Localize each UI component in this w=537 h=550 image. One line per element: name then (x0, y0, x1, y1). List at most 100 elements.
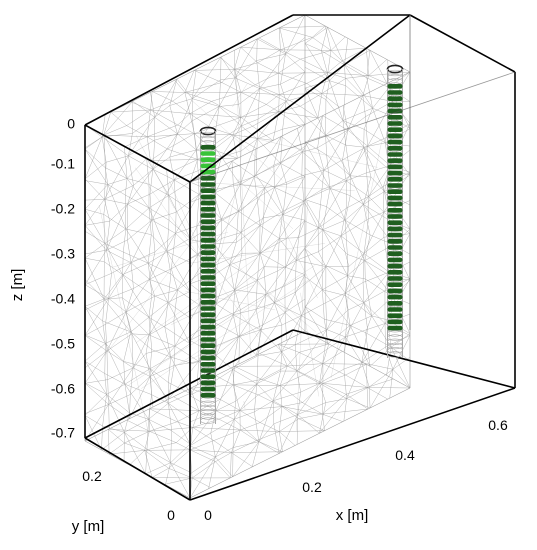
mesh-edge (343, 398, 347, 422)
mesh-edge (148, 419, 171, 463)
mesh-edge (240, 429, 280, 432)
mesh-edge (147, 124, 178, 138)
mesh-edge (150, 148, 168, 161)
mesh-edge (232, 366, 235, 385)
mesh-edge (154, 105, 170, 118)
mesh-edge (150, 356, 171, 369)
mesh-edge (219, 399, 241, 411)
mesh-edge (325, 302, 328, 330)
mesh-edge (282, 176, 306, 215)
mesh-edge (366, 77, 373, 109)
mesh-edge (177, 98, 193, 134)
borehole-left (199, 126, 217, 424)
mesh-edge (216, 289, 235, 298)
mesh-edge (108, 429, 150, 432)
z-axis-label: z [m] (9, 269, 26, 302)
mesh-edge (321, 93, 363, 96)
mesh-edge (215, 184, 234, 193)
casing-ring (387, 342, 403, 350)
mesh-edge (238, 88, 260, 105)
mesh-edge (349, 175, 364, 205)
mesh-edge (326, 292, 346, 330)
mesh-edge (317, 208, 347, 229)
mesh-edge (277, 238, 280, 271)
mesh-edge (301, 315, 327, 330)
mesh-edge (256, 370, 281, 385)
mesh-edge (304, 248, 323, 290)
mesh-edge (125, 288, 134, 313)
mesh-edge (236, 211, 239, 243)
mesh-edge (342, 408, 369, 422)
mesh-edge (297, 383, 320, 415)
mesh-edge (170, 430, 173, 463)
mesh-edge (372, 107, 390, 116)
mesh-edge (184, 82, 222, 93)
mesh-edge (234, 69, 279, 74)
mesh-edge (154, 117, 178, 135)
mesh-edge (346, 398, 371, 409)
mesh-edge (366, 172, 369, 197)
mesh-edge (124, 442, 145, 451)
box-edge (409, 14, 516, 73)
mesh-edge (284, 298, 306, 313)
mesh-edge (234, 77, 260, 89)
mesh-edge (325, 266, 346, 294)
mesh-edge (191, 461, 216, 479)
mesh-edge (327, 50, 332, 73)
mesh-edge (367, 323, 386, 330)
mesh-edge (106, 249, 132, 264)
box-edge (84, 329, 294, 439)
mesh-edge (213, 232, 242, 266)
mesh-edge (133, 169, 154, 186)
mesh-edge (103, 125, 127, 136)
mesh-edge (215, 400, 236, 412)
mesh-edge (128, 139, 155, 157)
mesh-edge (102, 321, 106, 344)
mesh-edge (258, 400, 274, 442)
mesh-edge (148, 317, 153, 350)
mesh-edge (280, 49, 301, 60)
mesh-edge (109, 453, 130, 466)
mesh-edge (148, 184, 169, 196)
mesh-edge (84, 415, 102, 451)
mesh-edge (219, 104, 239, 107)
mesh-edge (122, 297, 131, 332)
mesh-edge (255, 163, 281, 176)
mesh-edge (189, 440, 214, 451)
mesh-edge (167, 274, 172, 303)
mesh-edge (278, 72, 307, 84)
mesh-edge (363, 302, 368, 330)
mesh-edge (301, 175, 305, 201)
mesh-edge (106, 394, 125, 433)
mesh-edge (168, 403, 173, 431)
electrode-segment (387, 146, 403, 151)
electrode-segment (200, 200, 216, 206)
mesh-edge (101, 426, 103, 450)
electrode-segment (387, 276, 403, 281)
mesh-edge (298, 413, 323, 419)
mesh-edge (104, 234, 198, 356)
mesh-edge (148, 320, 174, 336)
mesh-edge (213, 321, 240, 337)
mesh-edge (361, 346, 386, 363)
mesh-edge (280, 163, 306, 177)
mesh-edge (370, 176, 385, 192)
mesh-edge (103, 214, 126, 230)
mesh-edge (326, 154, 351, 177)
mesh-edge (330, 50, 343, 62)
mesh-edge (234, 411, 255, 420)
mesh-edge (236, 225, 261, 243)
mesh-edge (296, 350, 325, 372)
mesh-edge (251, 441, 260, 467)
mesh-edge (103, 274, 123, 300)
mesh-edge (84, 199, 105, 226)
mesh-edge (220, 56, 236, 79)
mesh-edge (167, 148, 198, 160)
mesh-edge (84, 394, 107, 416)
mesh-edge (215, 452, 232, 462)
casing-ring (387, 334, 403, 341)
mesh-edge (208, 456, 216, 489)
mesh-edge (345, 144, 364, 148)
electrode-segment (387, 239, 403, 244)
y-tick-label: 0 (167, 507, 175, 523)
